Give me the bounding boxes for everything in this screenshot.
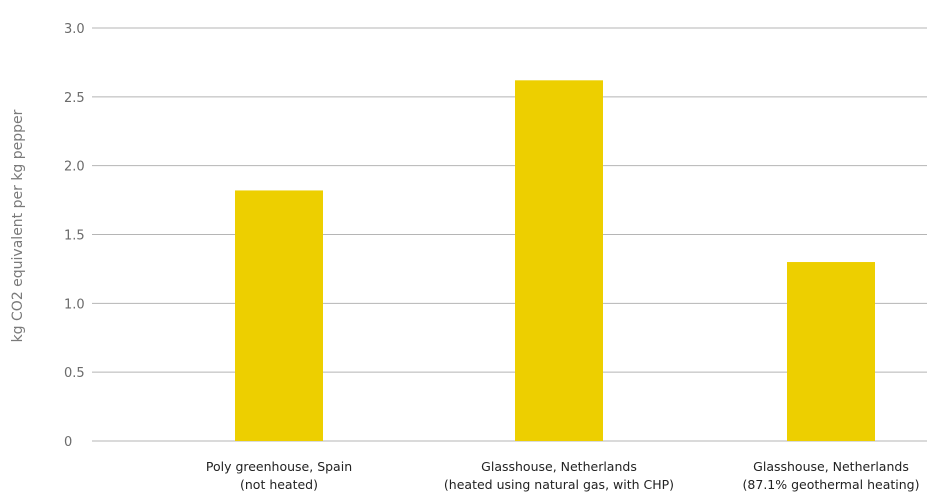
bar xyxy=(235,190,323,441)
y-axis-ticks: 0 0.5 1.0 1.5 2.0 2.5 3.0 xyxy=(64,22,85,450)
x-category-label: Glasshouse, Netherlands xyxy=(753,459,909,474)
x-category-label: Glasshouse, Netherlands xyxy=(481,459,637,474)
bars xyxy=(235,80,875,442)
y-axis-title: kg CO2 equivalent per kg pepper xyxy=(10,109,26,342)
x-category-label: (not heated) xyxy=(240,477,318,492)
y-tick-label: 2.5 xyxy=(64,91,85,106)
y-tick-label: 0 xyxy=(64,435,72,450)
x-category-label: (87.1% geothermal heating) xyxy=(743,477,920,492)
x-axis-category-labels: Poly greenhouse, Spain (not heated) Glassh… xyxy=(206,459,920,492)
x-category-label: (heated using natural gas, with CHP) xyxy=(444,477,674,492)
bar xyxy=(515,80,603,442)
gridlines xyxy=(92,27,927,442)
y-tick-label: 2.0 xyxy=(64,160,85,175)
y-tick-label: 3.0 xyxy=(64,22,85,37)
bar xyxy=(787,262,875,441)
y-tick-label: 1.0 xyxy=(64,297,85,312)
y-tick-label: 0.5 xyxy=(64,366,85,381)
x-category-label: Poly greenhouse, Spain xyxy=(206,459,352,474)
y-tick-label: 1.5 xyxy=(64,229,85,244)
